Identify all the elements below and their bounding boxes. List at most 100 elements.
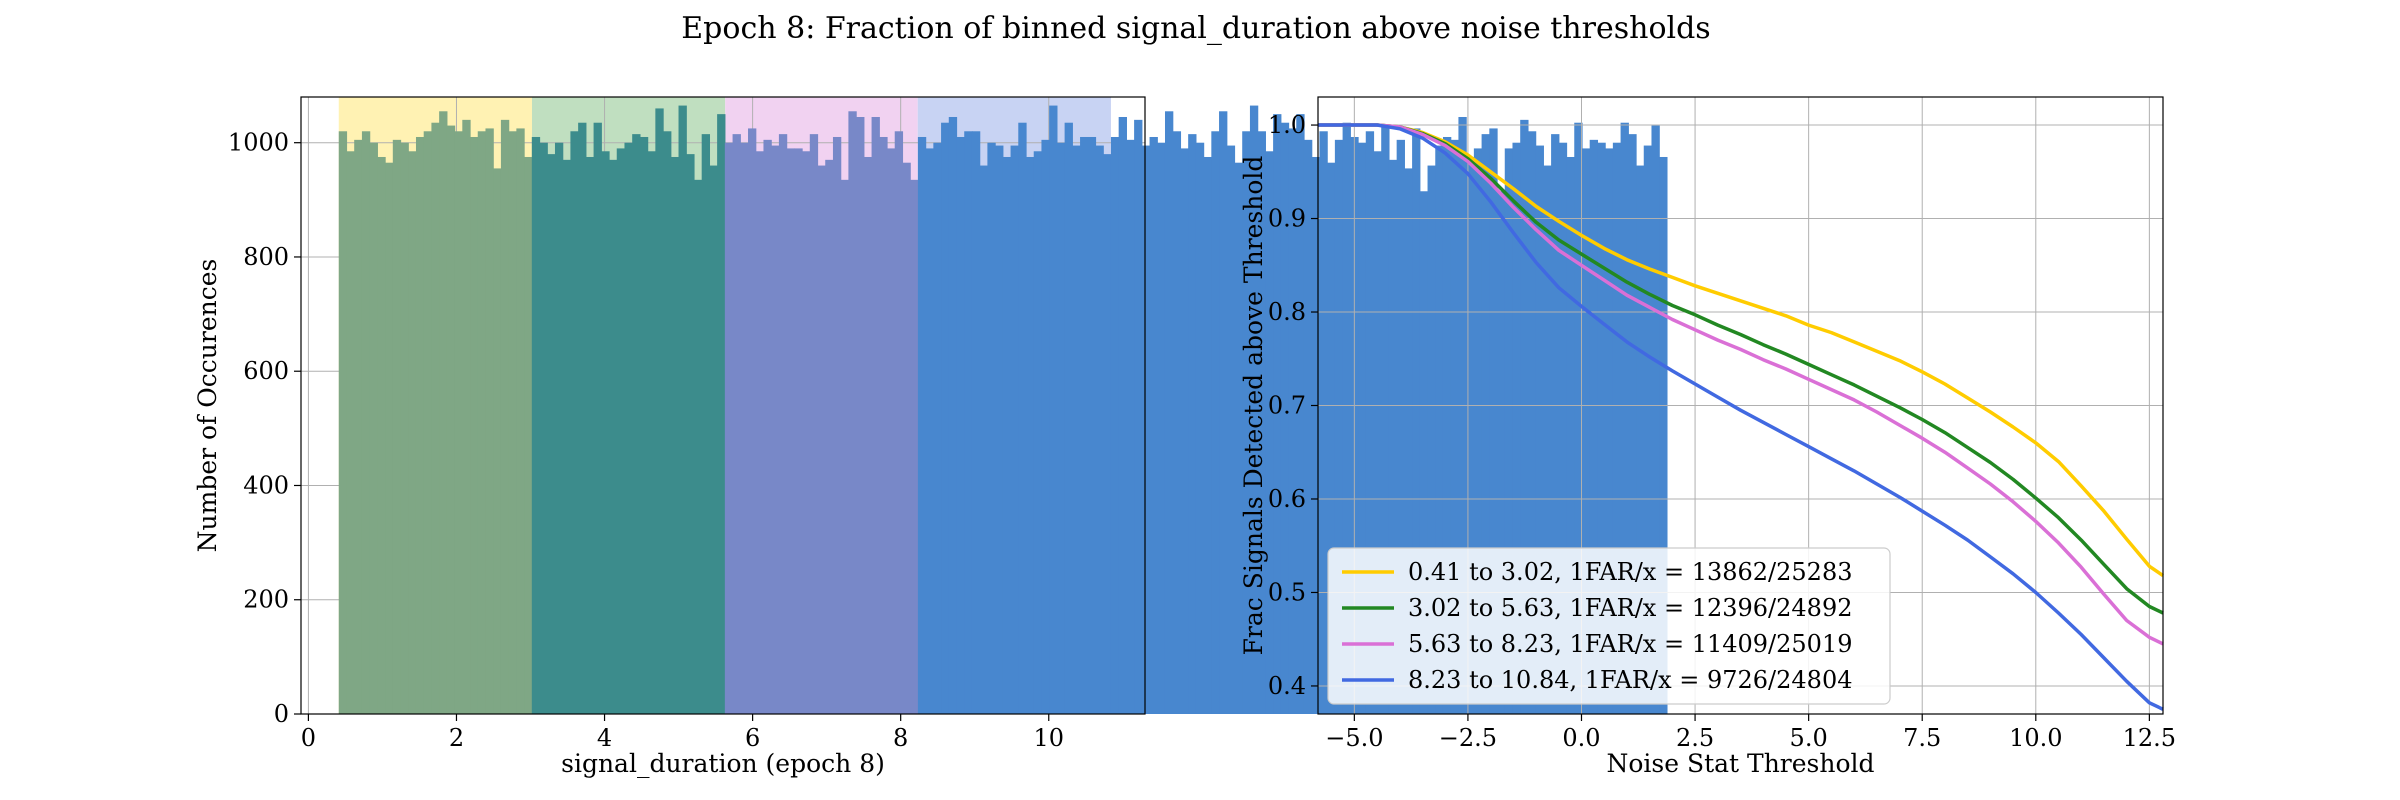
x-tick-label: 6: [745, 724, 760, 752]
histogram-bar: [1527, 131, 1537, 714]
histogram-bar: [894, 131, 904, 714]
histogram-bar: [354, 139, 363, 714]
y-tick-label: 0: [274, 700, 289, 728]
y-tick-label: 800: [243, 243, 289, 271]
histogram-bar: [771, 145, 780, 714]
histogram-bar: [941, 122, 950, 715]
legend-label-2: 3.02 to 5.63, 1FAR/x = 12396/24892: [1408, 594, 1853, 622]
legend-label-3: 5.63 to 8.23, 1FAR/x = 11409/25019: [1408, 630, 1853, 658]
histogram-bar: [1141, 145, 1151, 714]
histogram-bar: [1659, 156, 1668, 715]
y-tick-label: 400: [243, 471, 289, 499]
histogram-bar: [392, 139, 402, 714]
histogram-bar: [902, 162, 911, 714]
histogram-bar: [794, 148, 803, 714]
histogram-bar: [1589, 139, 1599, 714]
y-tick-label: 0.7: [1268, 392, 1306, 420]
histogram-bars: [338, 105, 1668, 715]
histogram-bar: [1242, 131, 1251, 714]
histogram-bar: [1381, 125, 1390, 714]
histogram-bar: [1002, 156, 1012, 715]
x-tick-label: 0.0: [1562, 724, 1600, 752]
histogram-bar: [1628, 134, 1637, 714]
histogram-bar: [516, 128, 525, 715]
histogram-bar: [1157, 142, 1166, 714]
histogram-bar: [717, 114, 726, 714]
line-x-label: Noise Stat Threshold: [1606, 749, 1874, 778]
series-line-4: [1318, 123, 2164, 711]
legend-box: [1327, 547, 1891, 705]
x-tick-label: −5.0: [1325, 724, 1383, 752]
histogram-bar: [1280, 122, 1290, 715]
x-tick-label: 8: [893, 724, 908, 752]
histogram-bar: [809, 134, 819, 714]
histogram-bar: [1164, 111, 1174, 714]
histogram-bar: [1342, 122, 1351, 715]
x-tick-label: 12.5: [2123, 724, 2176, 752]
histogram-bar: [1226, 145, 1236, 714]
histogram-bar: [1651, 125, 1660, 714]
histogram-bar: [1489, 128, 1498, 715]
histogram-bar: [408, 151, 417, 715]
histogram-bar: [693, 179, 703, 715]
histogram-bar: [1327, 162, 1336, 714]
histogram-bar: [802, 151, 811, 715]
histogram-bar: [971, 131, 981, 714]
histogram-bar: [1605, 148, 1614, 714]
histogram-panel: 0 2 4 6 8 10 0 200 400 600 800 1000 signal_duratio…: [193, 96, 1668, 778]
histogram-bar: [369, 142, 378, 714]
histogram-bar: [1049, 105, 1058, 714]
histogram-bar: [400, 142, 409, 714]
histogram-bar: [1041, 139, 1050, 714]
histogram-bar: [1303, 139, 1313, 714]
y-tick-label: 0.9: [1268, 205, 1306, 233]
y-tick-label: 600: [243, 357, 289, 385]
histogram-bar: [1597, 142, 1606, 714]
histogram-bar: [1497, 191, 1506, 714]
histogram-bar: [663, 131, 672, 714]
histogram-bar: [995, 145, 1004, 714]
x-tick-label: −2.5: [1439, 724, 1497, 752]
histogram-bar: [1543, 165, 1552, 715]
histogram-bar: [871, 116, 880, 715]
histogram-bar: [1365, 131, 1375, 714]
histogram-bar: [647, 151, 656, 715]
x-tick-label: 2: [449, 724, 464, 752]
histogram-bar: [1636, 165, 1645, 715]
histogram-bar: [732, 134, 741, 714]
histogram-bar: [1466, 156, 1475, 715]
histogram-bar: [1558, 142, 1568, 714]
y-tick-label: 0.5: [1268, 578, 1306, 606]
histogram-bar: [863, 156, 873, 715]
histogram-bar: [385, 162, 394, 714]
histogram-bar: [1234, 162, 1243, 714]
histogram-bar: [593, 122, 602, 715]
histogram-bar: [1334, 139, 1344, 714]
histogram-bar: [786, 148, 795, 714]
histogram-bar: [1265, 151, 1274, 715]
histogram-bar: [1288, 128, 1297, 715]
y-tick-label: 0.6: [1268, 485, 1306, 513]
legend: 0.41 to 3.02, 1FAR/x = 13862/25283 3.02 t…: [1327, 547, 1891, 705]
histogram-bar: [639, 136, 649, 715]
histogram-bar: [1311, 156, 1321, 715]
histogram-bar: [524, 156, 533, 715]
histogram-bar: [1373, 151, 1382, 715]
histogram-bar: [879, 136, 888, 715]
legend-label-4: 8.23 to 10.84, 1FAR/x = 9726/24804: [1408, 666, 1853, 694]
histogram-bar: [1319, 131, 1328, 714]
histogram-bar: [361, 131, 371, 714]
histogram-bar: [778, 134, 788, 714]
histogram-bar: [1473, 148, 1483, 714]
histogram-bar: [454, 131, 463, 714]
histogram-bar: [755, 151, 765, 715]
histogram-bar: [1412, 128, 1421, 715]
histogram-bar: [1188, 134, 1197, 714]
histogram-bar: [678, 105, 687, 714]
histogram-bar: [1118, 116, 1127, 715]
histogram-bar: [887, 148, 896, 714]
histogram-bar: [1149, 136, 1158, 715]
histogram-bar: [547, 154, 556, 714]
histogram-bar: [956, 136, 965, 715]
line-y-ticks: 0.4 0.5 0.6 0.7 0.8 0.9 1.0: [1268, 111, 1318, 700]
